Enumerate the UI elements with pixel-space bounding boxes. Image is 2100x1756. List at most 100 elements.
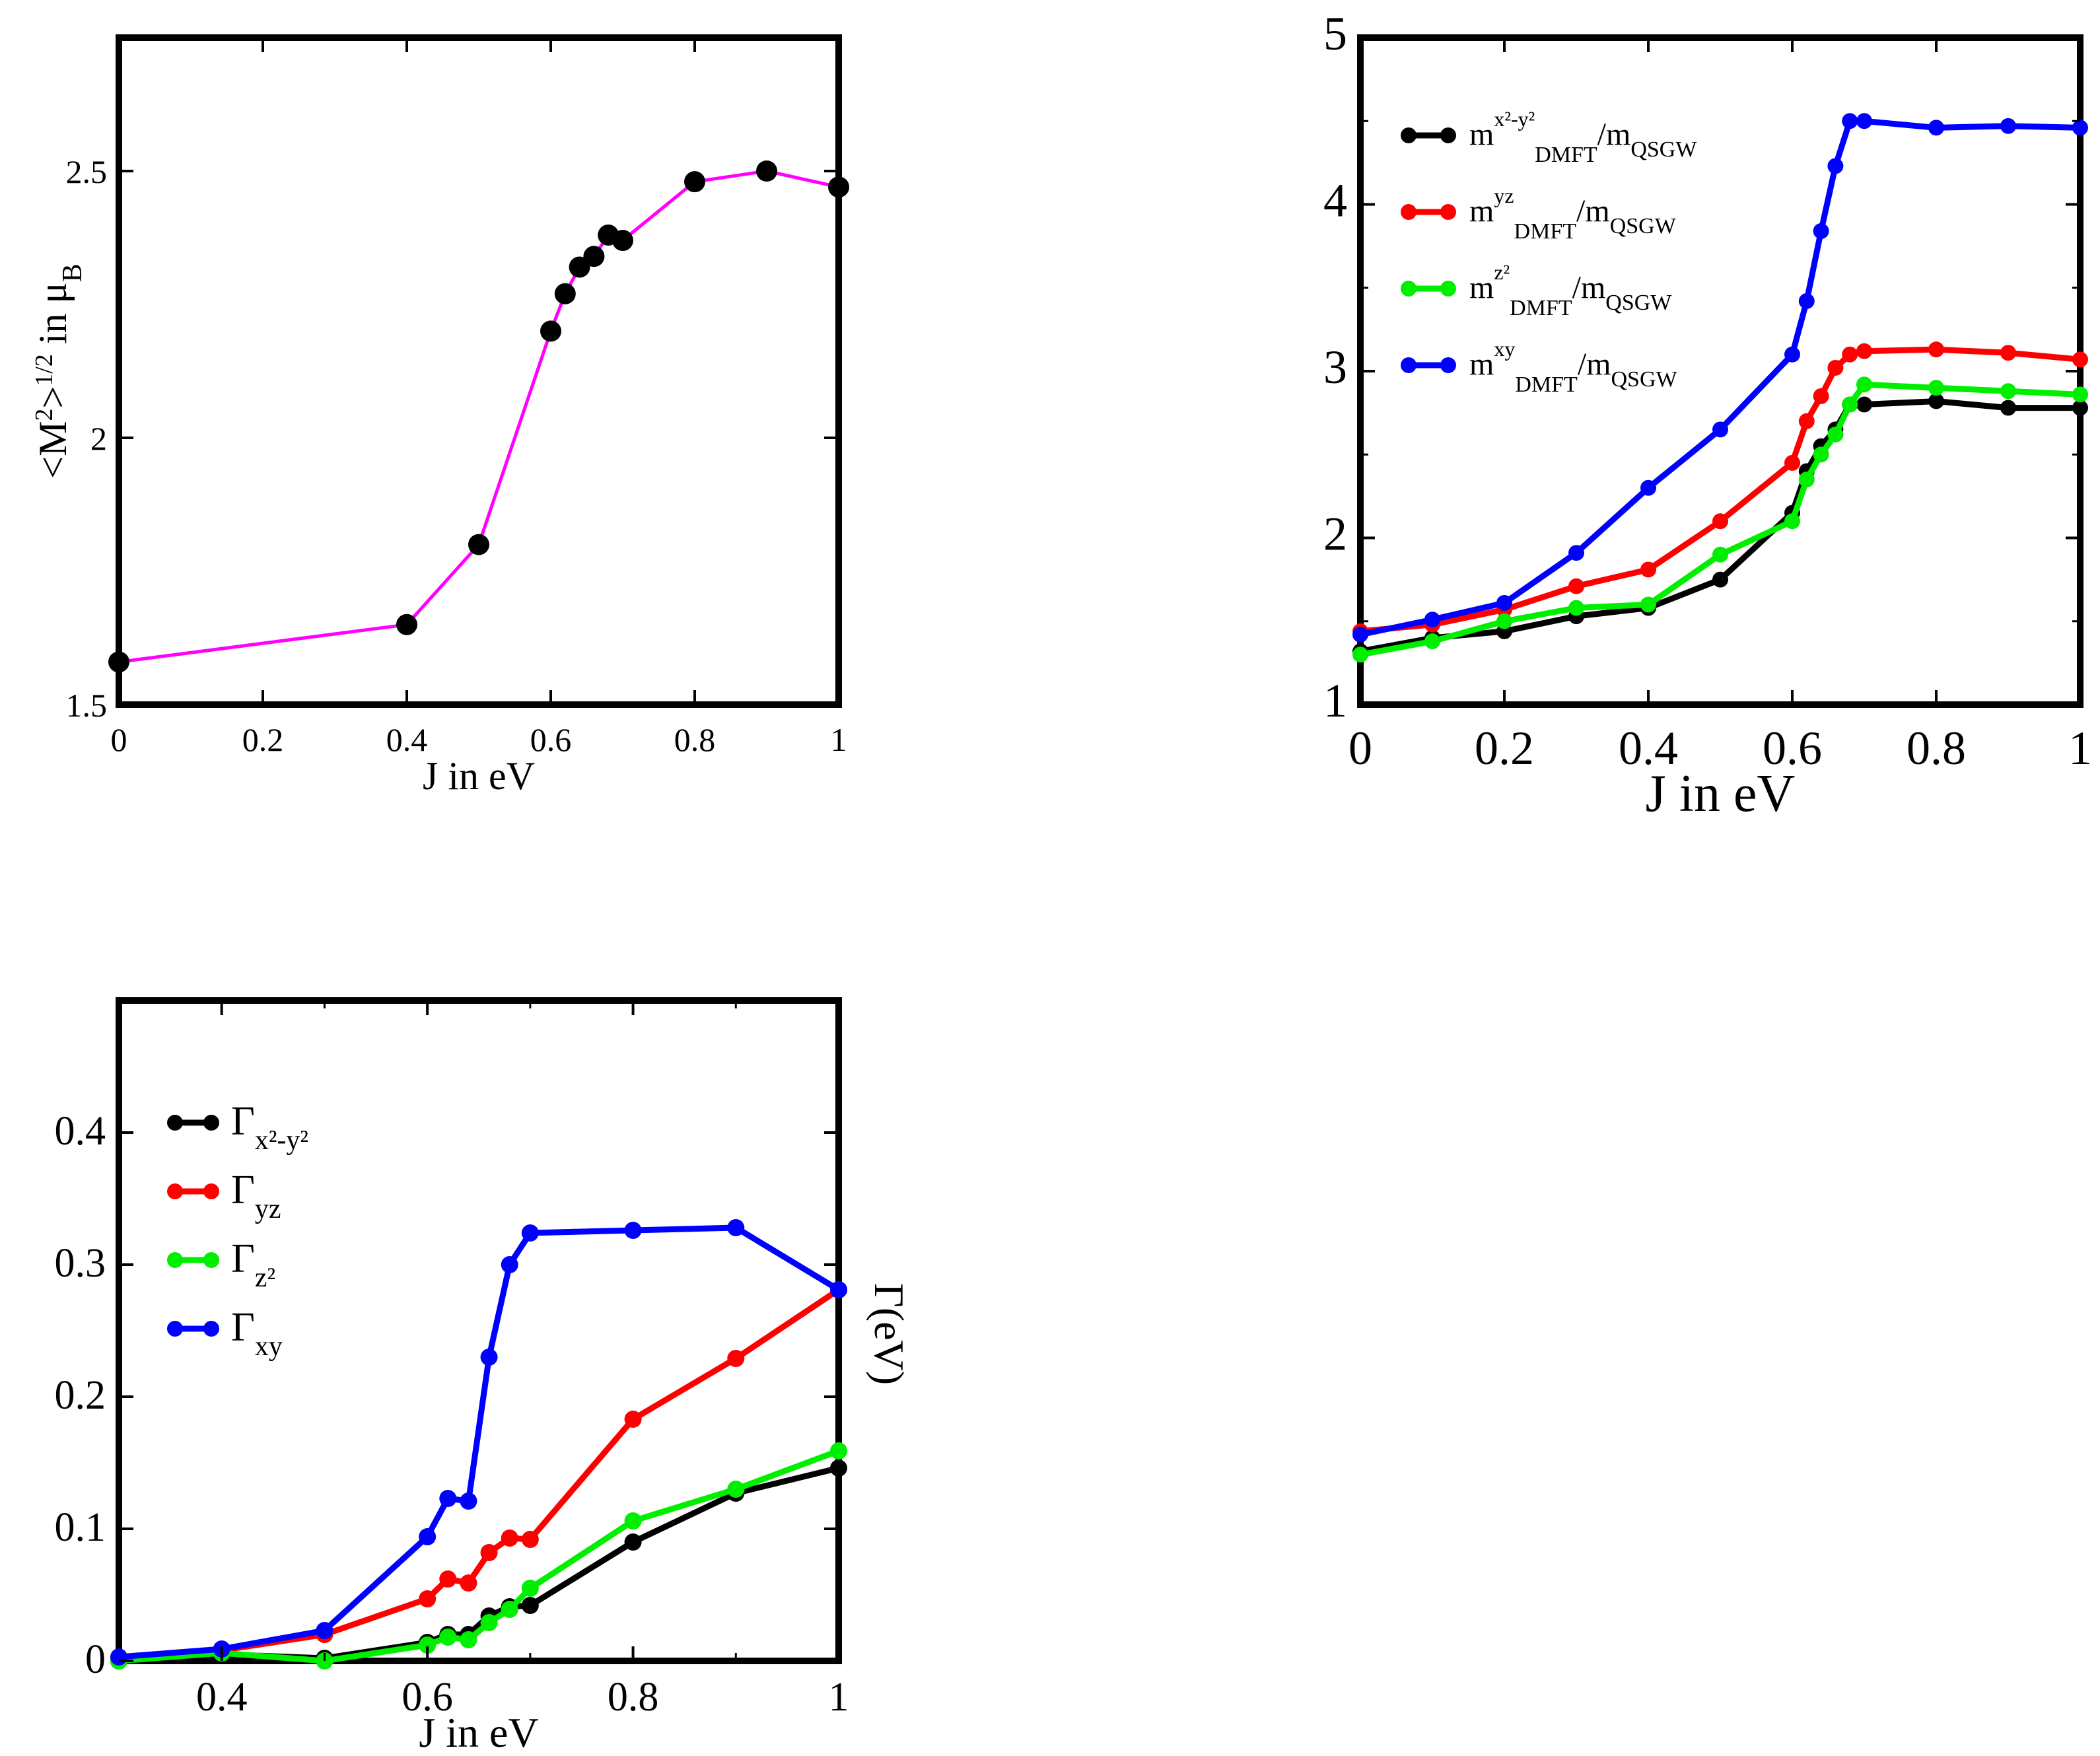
plot-frame bbox=[116, 34, 842, 708]
y-axis-label: <M2>1/2 in μB bbox=[30, 263, 88, 478]
data-point bbox=[460, 1493, 477, 1510]
y-tick-label: 2 bbox=[1323, 508, 1347, 561]
legend-label: Γx²-y² bbox=[231, 1099, 308, 1156]
legend-label: mx²-y²DMFT/mQSGW bbox=[1469, 107, 1697, 167]
data-point bbox=[2000, 400, 2016, 416]
data-point bbox=[1568, 545, 1584, 561]
legend-swatch-marker bbox=[203, 1252, 219, 1268]
x-tick-label: 0.6 bbox=[530, 721, 572, 758]
data-point bbox=[439, 1570, 457, 1588]
data-point bbox=[419, 1528, 437, 1545]
data-point bbox=[1827, 359, 1844, 376]
x-axis-label: J in eV bbox=[1646, 765, 1796, 823]
data-point bbox=[727, 1219, 745, 1236]
x-axis-label: J in eV bbox=[419, 1709, 538, 1756]
y-tick-label: 3 bbox=[1323, 341, 1347, 394]
x-tick-label: 1 bbox=[831, 721, 847, 758]
data-point bbox=[1640, 561, 1656, 578]
data-point bbox=[1856, 113, 1872, 129]
data-point bbox=[396, 614, 417, 635]
data-point bbox=[1827, 426, 1844, 442]
y-tick-label: 0 bbox=[85, 1637, 106, 1682]
x-tick-label: 0 bbox=[111, 721, 127, 758]
data-point bbox=[460, 1631, 477, 1648]
legend-swatch-marker bbox=[1401, 357, 1417, 373]
legend-label: Γxy bbox=[231, 1305, 283, 1362]
data-point bbox=[110, 1648, 127, 1666]
data-point bbox=[1798, 472, 1815, 488]
data-point bbox=[569, 256, 590, 278]
data-point bbox=[460, 1574, 477, 1592]
legend-swatch-marker bbox=[203, 1183, 219, 1199]
data-point bbox=[1842, 396, 1858, 413]
data-point bbox=[1784, 513, 1800, 530]
x-tick-label: 0.2 bbox=[1475, 722, 1534, 775]
data-point bbox=[521, 1597, 539, 1614]
moment-data-marks bbox=[108, 160, 849, 673]
legend-swatch-marker bbox=[1401, 204, 1417, 220]
x-tick-label: 0.6 bbox=[402, 1675, 453, 1720]
legend-swatch-marker bbox=[1401, 281, 1417, 297]
legend-swatch-marker bbox=[1440, 204, 1456, 220]
x-tick-label: 0.4 bbox=[196, 1675, 248, 1720]
data-point bbox=[1784, 454, 1800, 471]
y-axis-label: Γ(eV) bbox=[866, 1283, 913, 1385]
series-line-4 bbox=[118, 1224, 841, 1660]
legend-swatch-marker bbox=[1440, 127, 1456, 143]
x-tick-label: 0.4 bbox=[1619, 722, 1678, 775]
data-point bbox=[828, 176, 849, 198]
data-point bbox=[521, 1224, 539, 1242]
data-point bbox=[2000, 118, 2016, 134]
legend: mx²-y²DMFT/mQSGW myzDMFT/mQSGW mz²DMFT/mQS… bbox=[1401, 107, 1697, 397]
mass-tick-labels: 0 0.2 0.4 0.6 0.8 1 1 2 3 4 5 bbox=[1323, 7, 2092, 775]
data-point bbox=[2072, 400, 2088, 416]
data-point bbox=[727, 1350, 745, 1367]
series-line-2 bbox=[118, 1287, 841, 1662]
mass-data-marks bbox=[1352, 113, 2088, 663]
legend-swatch-marker bbox=[203, 1321, 219, 1337]
y-tick-label: 4 bbox=[1323, 174, 1347, 227]
data-point bbox=[1928, 341, 1944, 358]
data-point bbox=[521, 1531, 539, 1548]
legend-swatch-marker bbox=[1401, 127, 1417, 143]
data-point bbox=[830, 1281, 847, 1298]
mass-ticks bbox=[1359, 36, 2082, 706]
data-point bbox=[2000, 383, 2016, 400]
legend-swatch-marker bbox=[203, 1115, 219, 1131]
gamma-data-marks bbox=[110, 1219, 847, 1669]
data-point bbox=[480, 1544, 498, 1561]
data-point bbox=[480, 1614, 498, 1631]
x-tick-label: 1 bbox=[2068, 722, 2092, 775]
gamma-tick-labels: 0.4 0.6 0.8 1 0 0.1 0.2 0.3 0.4 bbox=[55, 1109, 849, 1720]
data-point bbox=[439, 1629, 457, 1646]
data-point bbox=[1798, 413, 1815, 429]
data-point bbox=[501, 1601, 518, 1618]
data-point bbox=[756, 160, 777, 182]
data-point bbox=[1568, 600, 1584, 616]
data-point bbox=[2072, 386, 2088, 403]
data-point bbox=[624, 1512, 642, 1529]
gamma-panel: 0.4 0.6 0.8 1 0 0.1 0.2 0.3 0.4 J in eV Γ(eV) Γx… bbox=[55, 997, 913, 1756]
data-point bbox=[2000, 345, 2016, 361]
x-tick-label: 0 bbox=[1348, 722, 1372, 775]
gamma-ticks bbox=[119, 1001, 840, 1662]
data-point bbox=[612, 230, 633, 252]
data-point bbox=[1424, 633, 1440, 650]
data-point bbox=[624, 1411, 642, 1428]
data-point bbox=[439, 1490, 457, 1507]
data-point bbox=[419, 1636, 437, 1654]
data-point bbox=[830, 1442, 847, 1459]
data-point bbox=[1784, 346, 1800, 363]
data-point bbox=[419, 1590, 437, 1607]
data-point bbox=[1813, 223, 1829, 239]
y-tick-label: 0.2 bbox=[55, 1373, 106, 1418]
y-tick-label: 2.5 bbox=[66, 153, 108, 190]
data-point bbox=[727, 1481, 745, 1498]
data-point bbox=[1928, 120, 1944, 136]
legend-label: Γz² bbox=[231, 1236, 275, 1293]
data-point bbox=[1712, 546, 1728, 563]
x-tick-label: 0.8 bbox=[1907, 722, 1966, 775]
y-tick-label: 5 bbox=[1323, 7, 1347, 60]
x-tick-label: 0.8 bbox=[608, 1675, 659, 1720]
